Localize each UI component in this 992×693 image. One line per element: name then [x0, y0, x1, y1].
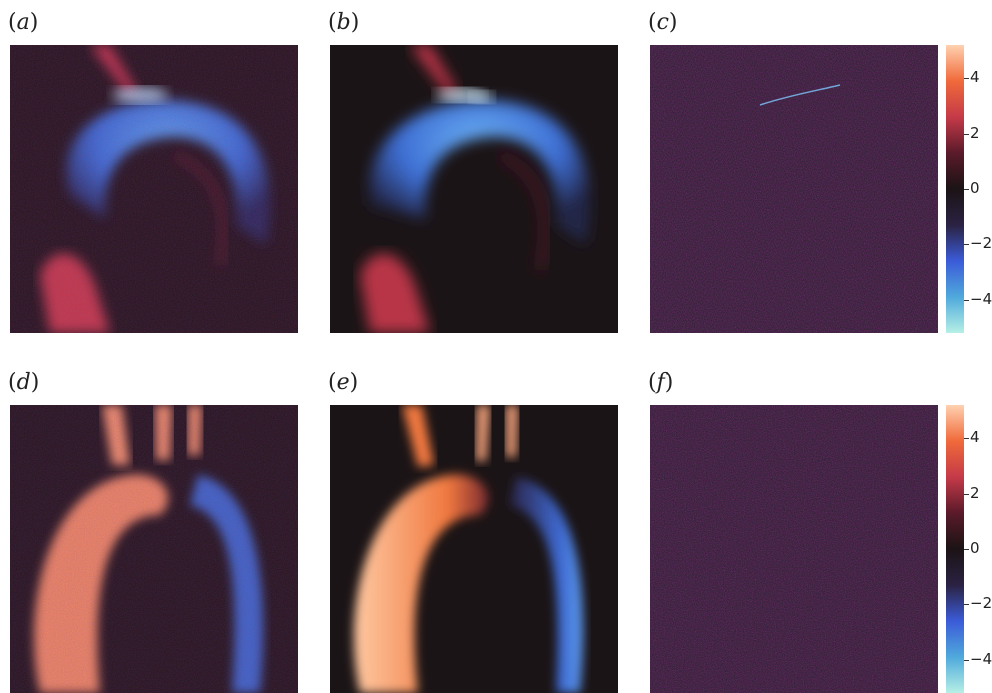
- colorbar-bottom-tick-mark: [964, 660, 969, 661]
- colorbar-top-tick-mark: [964, 78, 969, 79]
- colorbar-bottom-tick-label: −2: [970, 594, 992, 612]
- colorbar-top-tick-mark: [964, 244, 969, 245]
- colorbar-top-tick-label: 4: [970, 68, 980, 86]
- colorbar-bottom: [946, 405, 964, 693]
- colorbar-top-tick-label: 2: [970, 124, 980, 142]
- colorbar-bottom-tick-mark: [964, 604, 969, 605]
- colorbar-top-tick-mark: [964, 189, 969, 190]
- colorbar-top-tick-mark: [964, 300, 969, 301]
- colorbar-bottom-tick-label: 2: [970, 484, 980, 502]
- colorbar-bottom-tick-mark: [964, 494, 969, 495]
- colorbar-bottom-tick-label: 0: [970, 539, 980, 557]
- panel-c-residual: [650, 45, 938, 333]
- panel-label-e: (e): [328, 370, 359, 395]
- colorbar-top-tick-label: −2: [970, 234, 992, 252]
- colorbar-bottom-tick-label: −4: [970, 650, 992, 668]
- panel-label-d: (d): [8, 370, 40, 395]
- colorbar-top-tick-label: 0: [970, 179, 980, 197]
- colorbar-top: [946, 45, 964, 333]
- panel-label-f: (f): [648, 370, 674, 395]
- panel-d-noisy-image: [10, 405, 298, 693]
- panel-b-reconstruction: [330, 45, 618, 333]
- colorbar-bottom-tick-label: 4: [970, 428, 980, 446]
- colorbar-top-tick-mark: [964, 134, 969, 135]
- colorbar-bottom-tick-mark: [964, 549, 969, 550]
- panel-label-a: (a): [8, 10, 39, 35]
- panel-label-b: (b): [328, 10, 360, 35]
- colorbar-bottom-tick-mark: [964, 438, 969, 439]
- panel-e-reconstruction: [330, 405, 618, 693]
- panel-f-residual: [650, 405, 938, 693]
- colorbar-top-tick-label: −4: [970, 290, 992, 308]
- panel-a-noisy-image: [10, 45, 298, 333]
- panel-label-c: (c): [648, 10, 678, 35]
